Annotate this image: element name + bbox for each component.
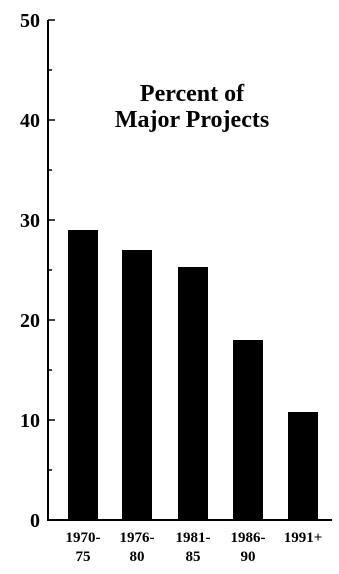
x-tick-label: 75 bbox=[76, 549, 91, 565]
bar bbox=[68, 230, 98, 520]
y-tick-label: 20 bbox=[20, 310, 40, 332]
x-tick-label: 90 bbox=[241, 549, 256, 565]
bar bbox=[122, 250, 152, 520]
chart-title-line-2: Major Projects bbox=[115, 107, 269, 133]
chart-title-line-1: Percent of bbox=[140, 81, 245, 107]
x-tick-label: 1976- bbox=[120, 530, 155, 546]
x-tick-label: 1970- bbox=[66, 530, 101, 546]
x-tick-label: 1981- bbox=[176, 530, 211, 546]
y-axis: 0 10 20 30 40 50 bbox=[20, 10, 55, 532]
category-labels: 1970- 75 1976- 80 1981- 85 1986- 90 1991+ bbox=[66, 530, 323, 565]
x-tick-label: 80 bbox=[130, 549, 145, 565]
x-tick-label: 85 bbox=[186, 549, 201, 565]
bars bbox=[68, 230, 318, 520]
y-tick-label: 40 bbox=[20, 110, 40, 132]
x-tick-label: 1986- bbox=[231, 530, 266, 546]
y-tick-label: 0 bbox=[30, 510, 40, 532]
bar bbox=[233, 340, 263, 520]
x-tick-label: 1991+ bbox=[284, 530, 323, 546]
bar bbox=[288, 412, 318, 520]
y-tick-label: 10 bbox=[20, 410, 40, 432]
bar bbox=[178, 267, 208, 520]
y-tick-label: 30 bbox=[20, 210, 40, 232]
y-tick-label: 50 bbox=[20, 10, 40, 32]
